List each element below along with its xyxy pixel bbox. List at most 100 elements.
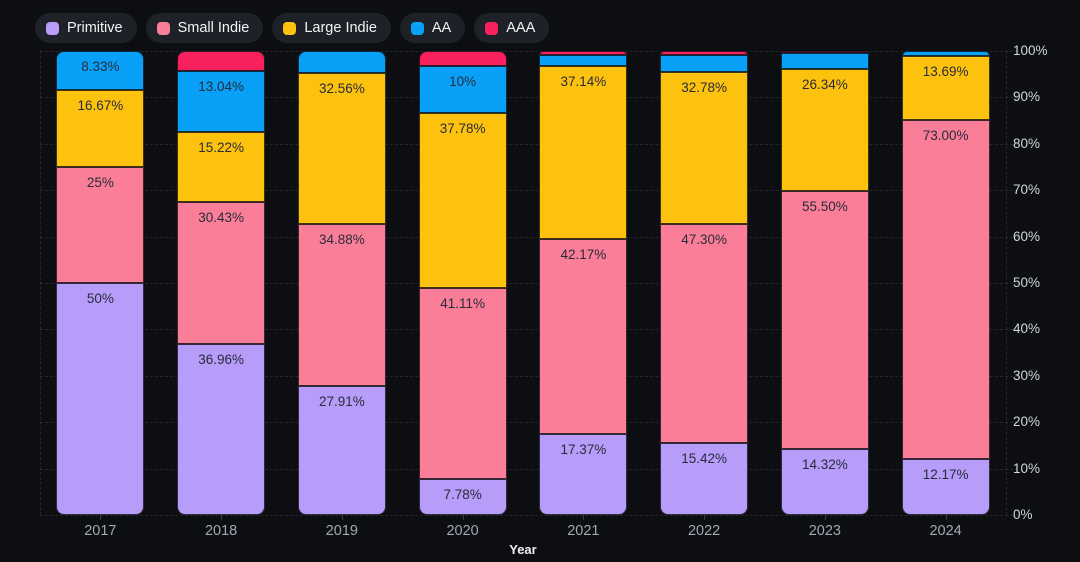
segment-aa-2024[interactable] xyxy=(901,51,990,57)
gridline xyxy=(40,375,1018,377)
legend-label: AA xyxy=(431,20,452,36)
segment-value-label: 27.91% xyxy=(318,393,365,409)
segment-value-label: 15.42% xyxy=(681,451,728,467)
segment-primitive-2024[interactable]: 12.17% xyxy=(901,458,990,515)
segment-primitive-2021[interactable]: 17.37% xyxy=(539,434,628,515)
x-axis-tick-mark xyxy=(583,515,585,520)
y-axis-tick-label: 80% xyxy=(1013,135,1041,151)
segment-value-label: 42.17% xyxy=(560,246,607,262)
segment-value-label: 13.04% xyxy=(198,79,245,95)
segment-aa-2023[interactable] xyxy=(780,53,869,70)
y-axis-tick-label: 30% xyxy=(1013,367,1041,383)
legend-swatch-small-indie xyxy=(156,21,170,35)
legend-label: Primitive xyxy=(67,20,123,36)
segment-value-label: 25% xyxy=(86,175,114,190)
segment-value-label: 41.11% xyxy=(440,296,486,312)
bar-2024: 12.17% 73.00% 13.69% xyxy=(901,51,990,515)
y-axis-tick-label: 50% xyxy=(1013,275,1041,290)
segment-small-indie-2018[interactable]: 30.43% xyxy=(177,202,266,344)
bar-2023: 14.32% 55.50% 26.34% xyxy=(780,51,869,515)
segment-value-label: 37.14% xyxy=(560,74,607,90)
gridline xyxy=(40,190,1018,192)
gridline xyxy=(40,236,1018,238)
x-axis-tick-mark xyxy=(945,515,947,520)
gridline xyxy=(40,143,1018,145)
x-axis-tick-mark xyxy=(824,515,826,520)
x-axis-tick-label: 2023 xyxy=(808,523,841,539)
segment-primitive-2019[interactable]: 27.91% xyxy=(297,385,386,515)
x-axis-tick-label: 2017 xyxy=(84,523,117,539)
segment-small-indie-2017[interactable]: 25% xyxy=(56,167,145,283)
segment-primitive-2023[interactable]: 14.32% xyxy=(780,448,869,515)
segment-small-indie-2024[interactable]: 73.00% xyxy=(901,119,990,459)
legend-item-aaa[interactable]: AAA xyxy=(474,13,550,43)
legend-label: Large Indie xyxy=(304,20,377,36)
segment-large-indie-2022[interactable]: 32.78% xyxy=(660,71,749,224)
segment-aaa-2021[interactable] xyxy=(539,51,628,56)
bar-2021: 17.37% 42.17% 37.14% xyxy=(539,51,628,515)
segment-primitive-2020[interactable]: 7.78% xyxy=(418,478,507,515)
segment-primitive-2018[interactable]: 36.96% xyxy=(177,343,266,515)
legend-item-small-indie[interactable]: Small Indie xyxy=(145,13,264,43)
segment-aa-2021[interactable] xyxy=(539,55,628,67)
segment-aa-2017[interactable]: 8.33% xyxy=(56,51,145,90)
segment-large-indie-2024[interactable]: 13.69% xyxy=(901,56,990,120)
segment-aa-2018[interactable]: 13.04% xyxy=(177,71,266,132)
x-axis-tick-mark xyxy=(100,515,102,520)
x-axis-tick-label: 2018 xyxy=(204,523,238,539)
segment-primitive-2017[interactable]: 50% xyxy=(56,283,145,515)
x-axis-tick-label: 2024 xyxy=(929,523,962,539)
segment-large-indie-2018[interactable]: 15.22% xyxy=(177,131,266,203)
segment-aaa-2020[interactable] xyxy=(418,51,507,67)
y-axis-tick-label: 40% xyxy=(1013,321,1041,337)
gridline xyxy=(40,51,1018,52)
legend-label: AAA xyxy=(506,20,536,36)
y-axis-tick-label: 0% xyxy=(1013,507,1033,522)
segment-aa-2019[interactable] xyxy=(297,51,386,73)
legend-swatch-primitive xyxy=(46,21,59,35)
segment-aa-2022[interactable] xyxy=(660,54,749,72)
segment-value-label: 37.78% xyxy=(439,120,486,136)
segment-small-indie-2022[interactable]: 47.30% xyxy=(660,223,749,444)
segment-value-label: 32.78% xyxy=(681,79,728,95)
legend-item-primitive[interactable]: Primitive xyxy=(35,13,137,43)
segment-value-label: 12.17% xyxy=(922,466,969,482)
segment-large-indie-2020[interactable]: 37.78% xyxy=(418,112,507,289)
chart-legend: Primitive Small Indie Large Indie AA AAA xyxy=(35,13,550,43)
y-axis-tick-label: 70% xyxy=(1013,182,1041,198)
segment-value-label: 47.30% xyxy=(681,231,728,247)
x-axis-tick-mark xyxy=(704,515,706,520)
legend-item-large-indie[interactable]: Large Indie xyxy=(272,13,391,43)
segment-value-label: 14.32% xyxy=(801,456,848,472)
segment-value-label: 16.67% xyxy=(77,97,124,113)
legend-label: Small Indie xyxy=(177,20,250,36)
segment-aa-2020[interactable]: 10% xyxy=(418,66,507,113)
y-axis-tick-label: 20% xyxy=(1013,414,1041,430)
segment-value-label: 15.22% xyxy=(198,139,245,155)
segment-value-label: 30.43% xyxy=(198,210,245,226)
segment-small-indie-2021[interactable]: 42.17% xyxy=(539,238,628,435)
segment-large-indie-2023[interactable]: 26.34% xyxy=(780,69,869,192)
y-axis-tick-label: 100% xyxy=(1013,43,1048,58)
segment-small-indie-2020[interactable]: 41.11% xyxy=(418,288,507,479)
legend-swatch-aa xyxy=(410,21,424,35)
segment-aaa-2022[interactable] xyxy=(660,51,749,55)
legend-swatch-large-indie xyxy=(283,21,297,35)
x-axis-tick-mark xyxy=(462,515,464,520)
segment-aaa-2023[interactable] xyxy=(780,51,869,54)
gridline xyxy=(40,515,1018,516)
segment-aaa-2018[interactable] xyxy=(177,51,266,72)
gridline xyxy=(40,283,1018,284)
segment-large-indie-2019[interactable]: 32.56% xyxy=(297,72,386,224)
bar-2017: 50% 25% 16.67% 8.33% xyxy=(56,51,145,515)
segment-small-indie-2023[interactable]: 55.50% xyxy=(780,191,869,449)
segment-value-label: 34.88% xyxy=(318,231,365,247)
segment-large-indie-2017[interactable]: 16.67% xyxy=(56,89,145,167)
segment-small-indie-2019[interactable]: 34.88% xyxy=(297,223,386,386)
segment-large-indie-2021[interactable]: 37.14% xyxy=(539,66,628,239)
gridline xyxy=(40,97,1018,99)
x-axis-tick-mark xyxy=(221,515,223,520)
segment-value-label: 32.56% xyxy=(318,80,365,96)
legend-item-aa[interactable]: AA xyxy=(399,13,466,43)
segment-primitive-2022[interactable]: 15.42% xyxy=(660,443,749,515)
